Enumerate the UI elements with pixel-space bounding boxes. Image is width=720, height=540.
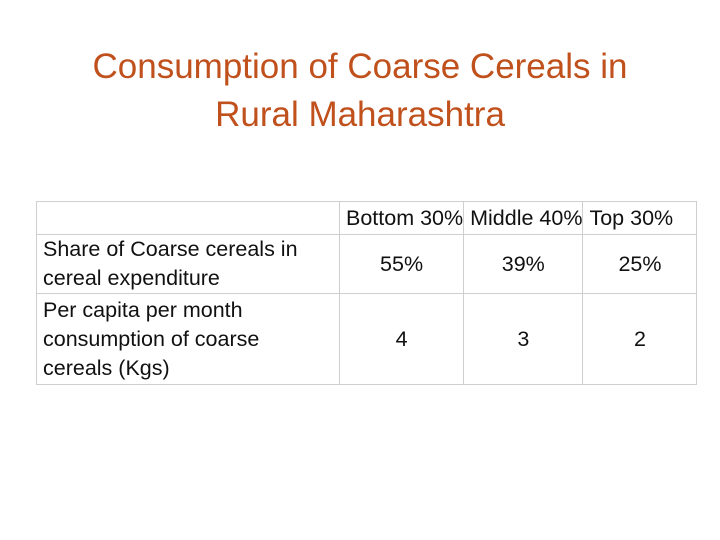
page-title: Consumption of Coarse Cereals in Rural M… bbox=[0, 43, 720, 139]
row-label-consumption: Per capita per month consumption of coar… bbox=[36, 293, 340, 385]
table-header-row: Bottom 30% Middle 40% Top 30% bbox=[36, 201, 698, 235]
table-cell: 2 bbox=[582, 293, 698, 385]
table-cell: 39% bbox=[463, 234, 584, 294]
column-header-middle: Middle 40% bbox=[463, 201, 584, 235]
data-table: Bottom 30% Middle 40% Top 30% Share of C… bbox=[36, 201, 698, 385]
table-row: Per capita per month consumption of coar… bbox=[36, 293, 698, 385]
title-line-2: Rural Maharashtra bbox=[215, 95, 505, 135]
table-cell: 3 bbox=[463, 293, 584, 385]
table-cell: 4 bbox=[338, 293, 465, 385]
column-header-bottom: Bottom 30% bbox=[338, 201, 465, 235]
table-row: Share of Coarse cereals in cereal expend… bbox=[36, 234, 698, 294]
table-cell: 55% bbox=[338, 234, 465, 294]
row-label-share: Share of Coarse cereals in cereal expend… bbox=[36, 234, 340, 294]
table-corner-cell bbox=[36, 201, 340, 235]
table-cell: 25% bbox=[582, 234, 698, 294]
title-line-1: Consumption of Coarse Cereals in bbox=[92, 47, 628, 87]
column-header-top: Top 30% bbox=[582, 201, 698, 235]
